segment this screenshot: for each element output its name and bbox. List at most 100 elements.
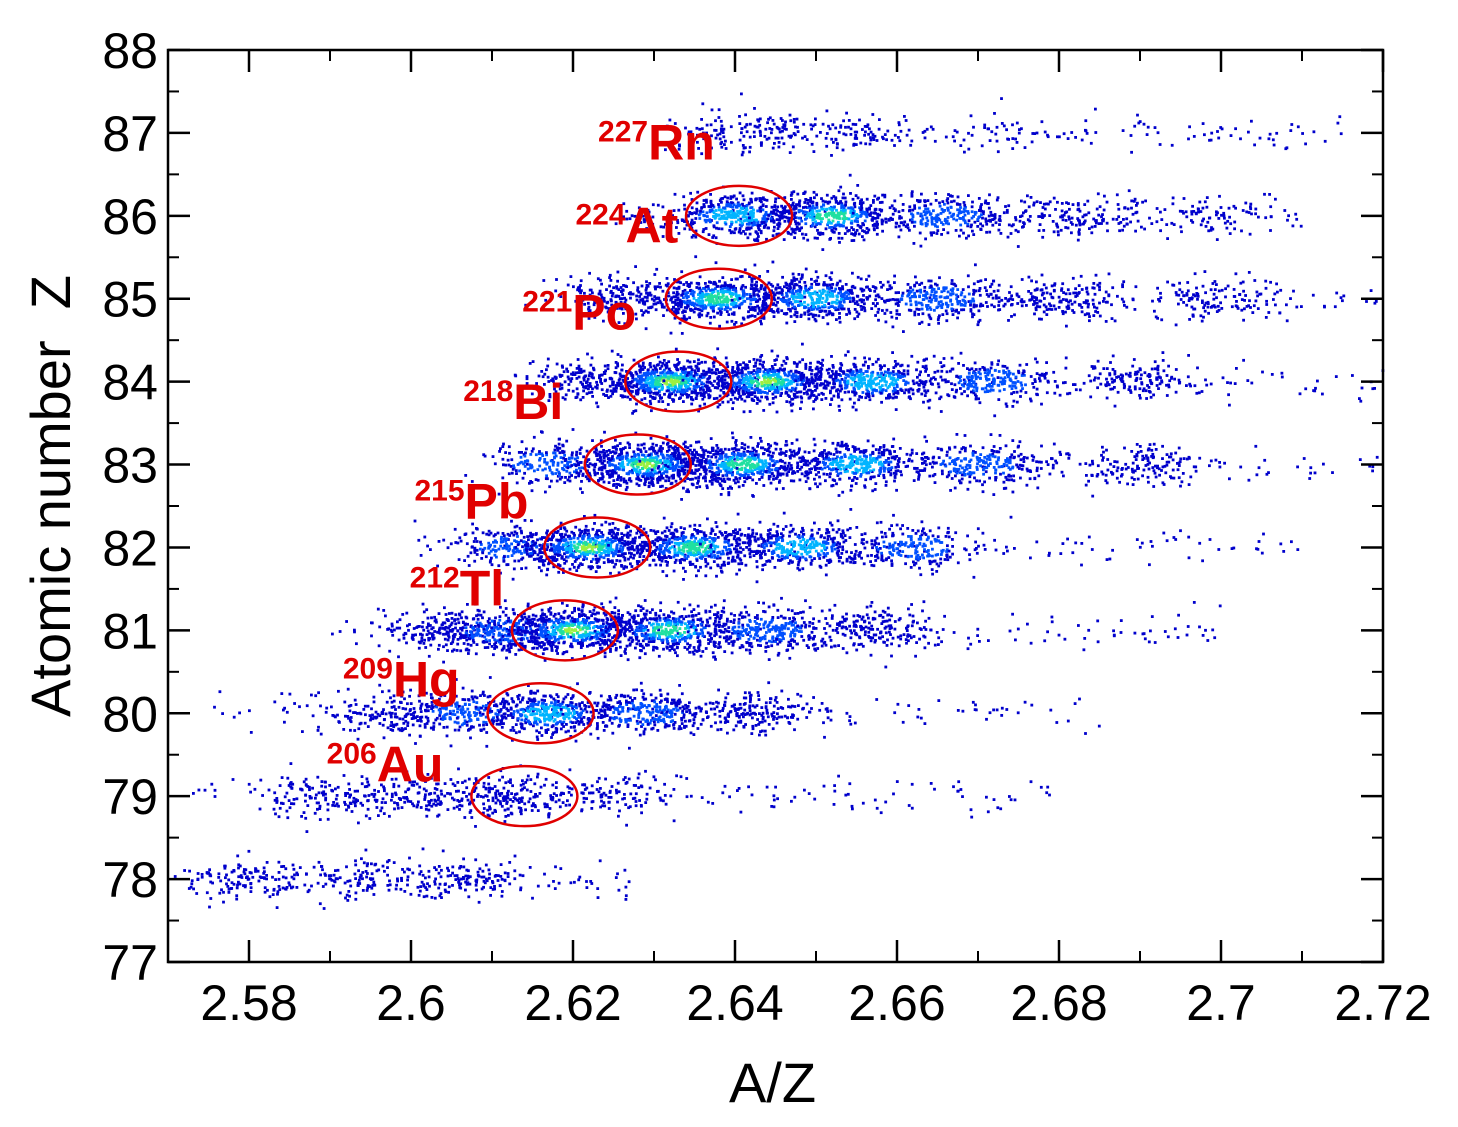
data-point [560, 620, 564, 624]
data-point [456, 710, 459, 714]
data-point [365, 864, 369, 868]
data-point [491, 722, 495, 726]
data-point [432, 728, 435, 731]
data-point [560, 556, 564, 560]
data-point [536, 642, 540, 646]
data-point [564, 622, 568, 625]
data-point [680, 692, 684, 696]
data-point [787, 640, 791, 644]
data-point [450, 629, 454, 633]
data-point [627, 880, 631, 884]
data-point [553, 718, 557, 721]
data-point [509, 778, 512, 782]
data-point [640, 649, 643, 653]
data-point [617, 616, 621, 619]
data-point [408, 623, 411, 626]
data-point [503, 701, 507, 705]
data-point [456, 642, 460, 646]
data-point [494, 793, 498, 797]
data-point [378, 683, 382, 687]
data-point [976, 527, 980, 531]
data-point [639, 702, 643, 706]
data-point [616, 708, 620, 712]
data-point [285, 886, 289, 889]
data-point [639, 681, 643, 685]
data-point [500, 804, 504, 808]
data-point [697, 646, 701, 649]
data-point [625, 699, 628, 703]
data-point [507, 648, 511, 652]
data-point [588, 637, 592, 641]
data-point [501, 700, 504, 704]
data-point [447, 890, 450, 894]
data-point [580, 540, 583, 544]
data-point [235, 894, 239, 898]
data-point [612, 711, 616, 714]
data-point [205, 891, 209, 895]
data-point [494, 616, 497, 620]
data-point [644, 769, 647, 773]
data-point [658, 688, 662, 692]
data-point [609, 706, 613, 709]
data-point [487, 622, 491, 625]
data-point [1290, 540, 1293, 544]
data-point [579, 707, 583, 711]
data-point [438, 697, 441, 701]
data-point [921, 609, 924, 613]
data-point [407, 628, 410, 632]
data-point [578, 875, 582, 879]
data-point [493, 553, 497, 557]
data-point [471, 697, 475, 701]
data-point [554, 645, 558, 648]
data-point [469, 624, 473, 628]
data-point [636, 562, 639, 566]
data-point [620, 616, 624, 620]
data-point [624, 720, 628, 724]
data-point [354, 891, 358, 895]
data-point [192, 792, 195, 795]
data-point [676, 654, 679, 658]
data-point [551, 724, 555, 727]
data-point [580, 636, 584, 639]
data-point [245, 876, 248, 879]
data-point [545, 647, 549, 651]
data-point [499, 769, 503, 773]
data-point [324, 780, 327, 784]
data-point [503, 871, 507, 875]
data-point [618, 717, 622, 721]
data-point [532, 691, 536, 695]
data-point [617, 710, 620, 714]
data-point [728, 635, 732, 639]
data-point [548, 635, 552, 638]
data-point [257, 879, 261, 883]
data-point [400, 876, 403, 880]
data-point [786, 648, 790, 652]
data-point [818, 708, 822, 712]
data-point [445, 725, 449, 729]
data-point [714, 632, 718, 636]
data-point [595, 561, 599, 565]
data-point [1112, 633, 1116, 637]
data-point [585, 797, 588, 800]
data-point [874, 639, 877, 642]
data-point [929, 782, 933, 785]
data-point [599, 795, 603, 799]
data-point [575, 631, 579, 635]
data-point [619, 645, 622, 649]
data-point [780, 628, 784, 631]
data-point [304, 777, 308, 781]
data-point [890, 654, 893, 658]
data-point [751, 716, 754, 720]
data-point [523, 615, 527, 619]
data-point [346, 899, 350, 902]
data-point [713, 641, 717, 644]
data-point [687, 646, 691, 649]
data-point [192, 887, 195, 891]
data-point [451, 637, 455, 641]
data-point [696, 618, 700, 621]
data-point [621, 614, 624, 617]
data-point [486, 695, 490, 699]
data-point [680, 718, 684, 722]
data-point [529, 703, 533, 706]
data-point [828, 624, 832, 628]
